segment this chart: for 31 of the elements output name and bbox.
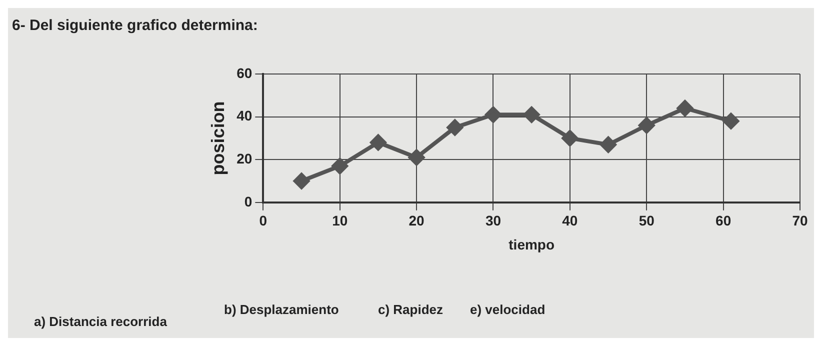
point: [638, 117, 655, 134]
point: [676, 100, 693, 116]
y-tick-label: 20: [236, 150, 252, 166]
text: c) Rapidez: [378, 302, 444, 317]
point: [294, 173, 310, 189]
x-tick-label: 30: [485, 212, 502, 229]
x-tick-label: 60: [716, 212, 732, 229]
point: [722, 113, 739, 130]
text: 6- Del siguiente grafico determina:: [12, 17, 258, 34]
point: [485, 106, 502, 123]
point: [524, 106, 540, 123]
text: a) Distancia recorrida: [34, 314, 168, 329]
text: e) velocidad: [470, 302, 546, 317]
point: [446, 120, 463, 136]
y-axis-title: posicion: [208, 101, 228, 176]
x-tick-label: 70: [792, 212, 808, 229]
point: [408, 149, 425, 166]
x-axis-title: tiempo: [508, 236, 555, 252]
x-tick-label: 40: [562, 212, 578, 229]
point: [600, 136, 616, 153]
point: [332, 158, 348, 174]
x-tick-label: 50: [638, 212, 655, 229]
x-tick-label: 20: [408, 212, 425, 229]
x-tick-label: 0: [259, 212, 268, 229]
point: [370, 134, 386, 150]
y-tick-label: 60: [236, 64, 252, 81]
text: b) Desplazamiento: [224, 302, 339, 317]
y-tick-label: 0: [244, 193, 252, 210]
point: [562, 130, 578, 146]
y-tick-label: 40: [236, 108, 252, 124]
x-tick-label: 10: [332, 212, 348, 229]
